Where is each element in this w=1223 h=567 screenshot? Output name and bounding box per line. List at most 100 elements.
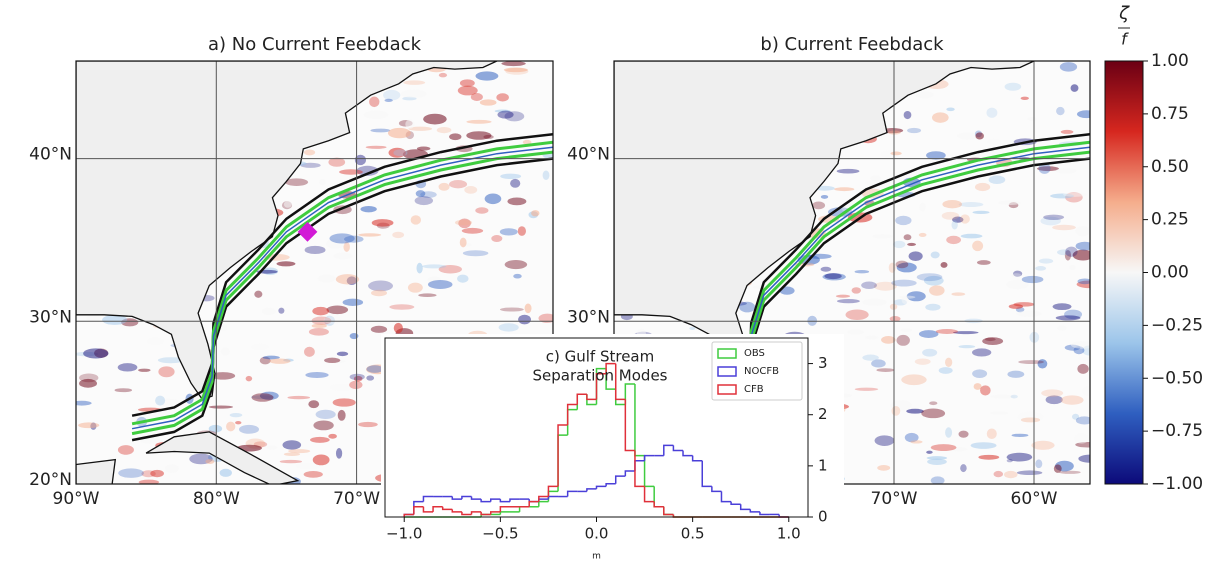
eddy	[226, 421, 236, 432]
eddy	[354, 154, 367, 166]
eddy	[501, 61, 526, 67]
eddy	[117, 445, 134, 455]
eddy	[1075, 241, 1090, 251]
eddy	[901, 374, 927, 386]
colorbar-label: f	[1121, 30, 1129, 49]
eddy	[906, 291, 926, 302]
eddy	[1055, 315, 1081, 321]
y-tick-label: 30°N	[29, 307, 72, 327]
eddy	[892, 240, 906, 249]
eddy	[929, 401, 938, 406]
eddy	[870, 175, 881, 182]
eddy	[475, 71, 499, 81]
eddy	[387, 127, 411, 139]
histogram-step	[759, 511, 770, 516]
eddy	[987, 138, 1002, 145]
eddy	[438, 72, 448, 78]
eddy	[945, 427, 953, 438]
colorbar-label: ζ	[1118, 3, 1130, 24]
eddy	[494, 109, 511, 113]
eddy	[876, 368, 895, 372]
eddy	[416, 146, 431, 151]
eddy	[308, 400, 320, 409]
eddy	[1015, 310, 1042, 317]
eddy	[324, 359, 346, 364]
eddy	[283, 358, 294, 362]
eddy	[960, 233, 983, 239]
eddy	[972, 369, 988, 378]
histogram-step	[422, 506, 434, 513]
x-tick-label: 0.0	[585, 525, 609, 543]
eddy	[366, 375, 375, 381]
eddy	[861, 281, 877, 290]
eddy	[457, 274, 469, 283]
histogram-step	[480, 511, 491, 516]
eddy	[1004, 82, 1022, 91]
histogram-step	[595, 373, 607, 400]
histogram-step	[461, 511, 472, 516]
eddy	[901, 296, 909, 304]
eddy	[1017, 411, 1044, 422]
stream-contour	[131, 140, 553, 426]
eddy	[1076, 110, 1090, 119]
eddy	[300, 162, 321, 168]
eddy	[370, 289, 388, 297]
eddy	[400, 89, 427, 99]
stream-contour	[131, 150, 553, 436]
eddy	[1020, 417, 1041, 423]
eddy	[312, 454, 330, 466]
histogram-step	[422, 495, 434, 502]
histogram-step	[547, 485, 559, 497]
colorbar-tick-label: −0.50	[1151, 368, 1203, 388]
eddy	[1072, 249, 1090, 261]
x-tick-label: 70°W	[333, 489, 380, 509]
map-frame	[613, 60, 1091, 485]
eddy	[932, 112, 949, 123]
colorbar-tick-label: −0.75	[1151, 421, 1203, 441]
eddy	[1021, 275, 1044, 284]
histogram-step	[653, 501, 664, 508]
eddy	[269, 358, 291, 364]
eddy	[219, 324, 228, 332]
land	[145, 431, 300, 484]
inset-title: c) Gulf Stream	[546, 348, 655, 366]
eddy	[1065, 246, 1078, 257]
eddy	[208, 424, 223, 433]
eddy	[332, 398, 356, 407]
eddy	[834, 187, 855, 192]
eddy	[972, 240, 984, 252]
eddy	[94, 348, 109, 358]
eddy	[1007, 370, 1025, 378]
eddy	[504, 260, 528, 270]
eddy	[918, 330, 939, 338]
legend-swatch	[717, 348, 737, 359]
eddy	[989, 394, 1016, 399]
eddy	[262, 267, 279, 275]
eddy	[984, 337, 996, 342]
eddy	[945, 357, 953, 368]
eddy	[820, 266, 832, 272]
panel-title: b) Current Feebdack	[760, 34, 944, 55]
histogram-step	[749, 509, 760, 513]
eddy	[285, 178, 309, 186]
colorbar	[1104, 60, 1144, 485]
eddy	[1050, 193, 1075, 199]
eddy	[1035, 459, 1043, 469]
eddy	[393, 322, 403, 334]
eddy	[383, 89, 401, 101]
eddy	[1069, 265, 1076, 271]
stream-contour	[131, 146, 553, 430]
histogram-step	[643, 454, 655, 461]
eddy	[402, 96, 417, 101]
eddy	[970, 442, 997, 449]
eddy	[531, 210, 540, 217]
eddy	[449, 180, 468, 189]
eddy	[141, 470, 156, 478]
panel-title: a) No Current Feebdack	[208, 34, 422, 55]
eddy	[1020, 96, 1029, 100]
land	[76, 458, 117, 484]
eddy	[986, 428, 997, 440]
histogram-step	[470, 511, 482, 515]
eddy	[1011, 273, 1022, 278]
